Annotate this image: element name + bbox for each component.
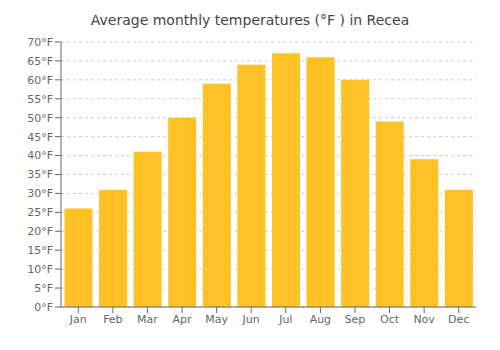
svg-text:0°F: 0°F (34, 301, 53, 314)
html-text:Average monthly temperatures (: Average monthly temperatures (°F ) in Re… (90, 12, 410, 28)
svg-text:Oct: Oct (380, 313, 400, 326)
svg-text:Dec: Dec (448, 313, 469, 326)
svg-text:Aug: Aug (310, 313, 331, 326)
svg-text:50°F: 50°F (27, 112, 53, 125)
svg-text:Mar: Mar (137, 313, 158, 326)
svg-text:Jan: Jan (69, 313, 87, 326)
svg-text:20°F: 20°F (27, 225, 53, 238)
svg-text:60°F: 60°F (27, 74, 53, 87)
svg-text:55°F: 55°F (27, 93, 53, 106)
svg-text:10°F: 10°F (27, 263, 53, 276)
svg-text:45°F: 45°F (27, 131, 53, 144)
svg-text:Jul: Jul (278, 313, 292, 326)
svg-text:65°F: 65°F (27, 55, 53, 68)
svg-text:25°F: 25°F (27, 206, 53, 219)
svg-text:Feb: Feb (103, 313, 122, 326)
svg-text:30°F: 30°F (27, 187, 53, 200)
svg-text:Sep: Sep (345, 313, 366, 326)
svg-text:15°F: 15°F (27, 244, 53, 257)
svg-text:Nov: Nov (413, 313, 435, 326)
svg-text:5°F: 5°F (34, 282, 53, 295)
svg-text:May: May (205, 313, 228, 326)
svg-text:35°F: 35°F (27, 168, 53, 181)
svg-text:Jun: Jun (242, 313, 260, 326)
svg-text:Apr: Apr (173, 313, 193, 326)
svg-text:40°F: 40°F (27, 149, 53, 162)
svg-text:70°F: 70°F (27, 36, 53, 49)
